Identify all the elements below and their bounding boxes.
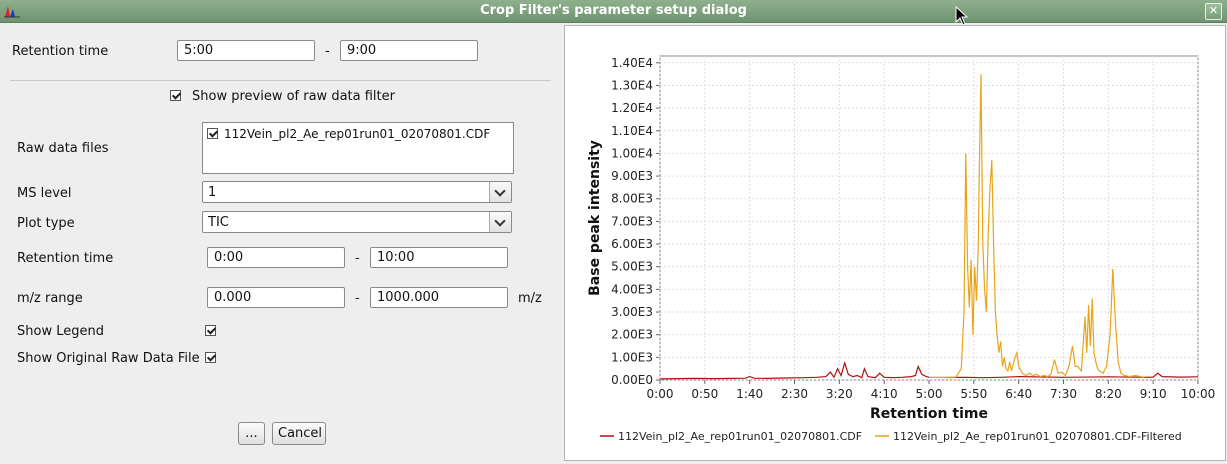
y-tick-label: 5.00E3 bbox=[611, 260, 653, 274]
raw-file-name: 112Vein_pl2_Ae_rep01run01_02070801.CDF bbox=[224, 127, 491, 141]
chart-panel: 0.00E0 1.00E3 2.00E3 3.00E3 4.00E3 5.00E3 6.00… bbox=[564, 25, 1226, 461]
raw-data-files-label: Raw data files bbox=[17, 141, 109, 156]
preview-rt-to-input[interactable] bbox=[370, 247, 508, 268]
mz-range-label: m/z range bbox=[17, 291, 83, 306]
plot-type-select[interactable]: TIC bbox=[202, 211, 512, 233]
chromatogram-app-icon bbox=[4, 6, 20, 18]
x-tick-label: 5:00 bbox=[916, 387, 943, 401]
x-tick-label: 9:10 bbox=[1140, 387, 1167, 401]
mouse-pointer-icon bbox=[955, 6, 969, 26]
mz-unit-label: m/z bbox=[518, 291, 542, 306]
crop-rt-dash: - bbox=[325, 44, 330, 59]
mz-to-input[interactable] bbox=[370, 287, 508, 308]
window-title: Crop Filter's parameter setup dialog bbox=[480, 3, 747, 18]
legend-label-1: 112Vein_pl2_Ae_rep01run01_02070801.CDF bbox=[618, 430, 862, 443]
y-tick-label: 4.00E3 bbox=[611, 282, 653, 296]
x-tick-label: 10:00 bbox=[1181, 387, 1216, 401]
x-tick-label: 3:20 bbox=[826, 387, 853, 401]
plot-type-value: TIC bbox=[208, 215, 229, 230]
window-titlebar[interactable]: Crop Filter's parameter setup dialog ✕ bbox=[0, 0, 1227, 23]
show-original-label: Show Original Raw Data File bbox=[17, 351, 200, 366]
y-tick-label: 2.00E3 bbox=[611, 328, 653, 342]
show-preview-label: Show preview of raw data filter bbox=[192, 89, 395, 104]
y-tick-label: 1.10E4 bbox=[611, 124, 653, 138]
show-legend-checkbox[interactable] bbox=[205, 325, 216, 336]
preview-chart: 0.00E0 1.00E3 2.00E3 3.00E3 4.00E3 5.00E3 6.00… bbox=[587, 55, 1216, 443]
x-tick-label: 0:00 bbox=[647, 387, 674, 401]
x-tick-label: 8:20 bbox=[1095, 387, 1122, 401]
ms-level-label: MS level bbox=[17, 186, 72, 201]
legend-label-2: 112Vein_pl2_Ae_rep01run01_02070801.CDF-F… bbox=[893, 430, 1182, 443]
x-tick-label: 6:40 bbox=[1005, 387, 1032, 401]
section-separator bbox=[10, 80, 551, 81]
cancel-button[interactable]: Cancel bbox=[272, 422, 326, 445]
y-tick-label: 7.00E3 bbox=[611, 214, 653, 228]
raw-file-checkbox[interactable] bbox=[207, 128, 218, 139]
x-tick-label: 7:30 bbox=[1050, 387, 1077, 401]
preview-rt-from-input[interactable] bbox=[207, 247, 345, 268]
crop-rt-to-input[interactable] bbox=[340, 40, 478, 61]
y-tick-label: 1.40E4 bbox=[611, 56, 653, 70]
x-tick-label: 1:40 bbox=[736, 387, 763, 401]
y-tick-label: 1.00E3 bbox=[611, 350, 653, 364]
series-line-2 bbox=[928, 74, 1145, 379]
x-tick-label: 0:50 bbox=[691, 387, 718, 401]
x-axis-title: Retention time bbox=[870, 406, 988, 422]
chevron-down-icon[interactable] bbox=[489, 212, 511, 232]
x-tick-label: 4:10 bbox=[871, 387, 898, 401]
ms-level-value: 1 bbox=[208, 185, 217, 200]
x-tick-label: 5:50 bbox=[960, 387, 987, 401]
raw-data-files-list[interactable]: 112Vein_pl2_Ae_rep01run01_02070801.CDF bbox=[202, 122, 514, 174]
y-tick-label: 1.30E4 bbox=[611, 78, 653, 92]
y-tick-label: 1.00E4 bbox=[611, 146, 653, 160]
y-tick-label: 3.00E3 bbox=[611, 305, 653, 319]
preview-rt-dash: - bbox=[355, 251, 360, 266]
ms-level-select[interactable]: 1 bbox=[202, 181, 512, 203]
show-original-checkbox[interactable] bbox=[205, 352, 216, 363]
more-options-button[interactable]: ... bbox=[238, 422, 265, 445]
show-preview-checkbox[interactable] bbox=[170, 90, 181, 101]
y-tick-label: 1.20E4 bbox=[611, 101, 653, 115]
y-tick-label: 6.00E3 bbox=[611, 237, 653, 251]
crop-retention-time-label: Retention time bbox=[12, 44, 109, 59]
y-tick-label: 9.00E3 bbox=[611, 169, 653, 183]
crop-rt-from-input[interactable] bbox=[177, 40, 315, 61]
plot-type-label: Plot type bbox=[17, 216, 75, 231]
mz-range-dash: - bbox=[355, 291, 360, 306]
y-axis-title: Base peak intensity bbox=[587, 140, 603, 296]
show-legend-label: Show Legend bbox=[17, 324, 104, 339]
chevron-down-icon[interactable] bbox=[489, 182, 511, 202]
series-line-1 bbox=[659, 360, 1199, 380]
y-tick-label: 0.00E0 bbox=[611, 373, 653, 387]
mz-from-input[interactable] bbox=[207, 287, 345, 308]
close-window-button[interactable]: ✕ bbox=[1205, 3, 1222, 20]
preview-retention-time-label: Retention time bbox=[17, 251, 114, 266]
x-tick-label: 2:30 bbox=[781, 387, 808, 401]
y-tick-label: 8.00E3 bbox=[611, 192, 653, 206]
